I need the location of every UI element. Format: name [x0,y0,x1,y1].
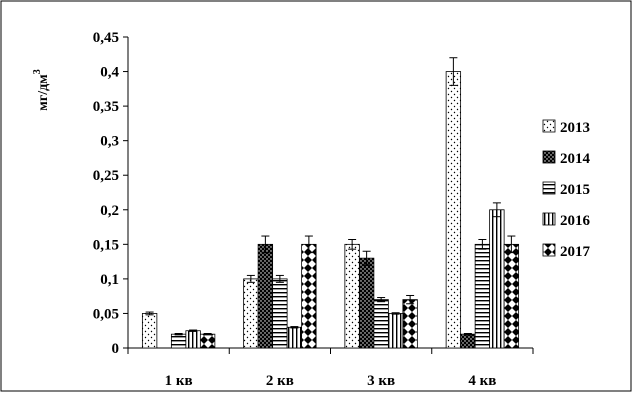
legend-swatch-2014 [542,150,556,164]
legend: 2013 2014 2015 2016 2017 [542,119,591,260]
legend-label-2015: 2015 [560,182,590,198]
y-tick-label: 0 [112,341,120,357]
bar-2016-3 [387,313,404,349]
y-tick-label: 0,05 [93,306,119,322]
y-axis-label-superscript: 3 [32,69,43,74]
x-tick-label: 4 кв [468,373,496,389]
bar-2015-2 [272,278,288,349]
bar-2017-4 [503,243,520,349]
bars [141,71,520,349]
legend-label-2014: 2014 [560,151,591,167]
bar-2013-1 [141,313,158,349]
legend-swatch-2015 [542,181,556,195]
y-axis-label: мг/дм3 [32,69,51,110]
y-tick-label: 0,2 [100,203,119,219]
bar-2014-2 [257,243,274,349]
legend-label-2017: 2017 [560,244,591,260]
y-tick-label: 0,35 [93,99,119,115]
bar-2015-3 [373,299,389,349]
bar-2013-3 [344,243,360,349]
bar-2016-4 [489,209,505,349]
bar-2017-2 [301,243,317,349]
y-tick-label: 0,1 [100,272,119,288]
bar-2013-4 [445,71,462,349]
y-tick-label: 0,25 [93,168,119,184]
axis-labels: 0 0,05 0,1 0,15 0,2 0,25 0,3 0,35 0,4 0,45 1 кв 2 к… [93,30,497,389]
x-tick-label: 3 кв [367,373,395,389]
legend-swatch-2013 [542,119,556,133]
legend-swatch-2017 [542,243,556,257]
legend-label-2013: 2013 [560,120,590,136]
x-tick-label: 1 кв [165,373,193,389]
bar-2015-1 [170,333,187,349]
bar-2017-1 [199,333,216,349]
x-tick-label: 2 кв [266,373,294,389]
y-tick-label: 0,4 [100,65,119,81]
bar-2015-4 [474,243,491,349]
bar-2017-3 [402,299,418,349]
bar-2014-4 [460,333,476,349]
y-axis-label-main: мг/дм [36,74,51,111]
bar-2016-1 [185,330,201,349]
error-bars [145,57,516,336]
legend-swatch-2016 [542,212,556,226]
bar-2013-2 [243,278,259,349]
bar-2014-3 [358,257,375,349]
y-tick-label: 0,45 [93,30,119,46]
y-tick-label: 0,15 [93,237,119,253]
legend-label-2016: 2016 [560,213,591,229]
y-tick-label: 0,3 [100,134,119,150]
bar-2016-2 [286,326,303,349]
